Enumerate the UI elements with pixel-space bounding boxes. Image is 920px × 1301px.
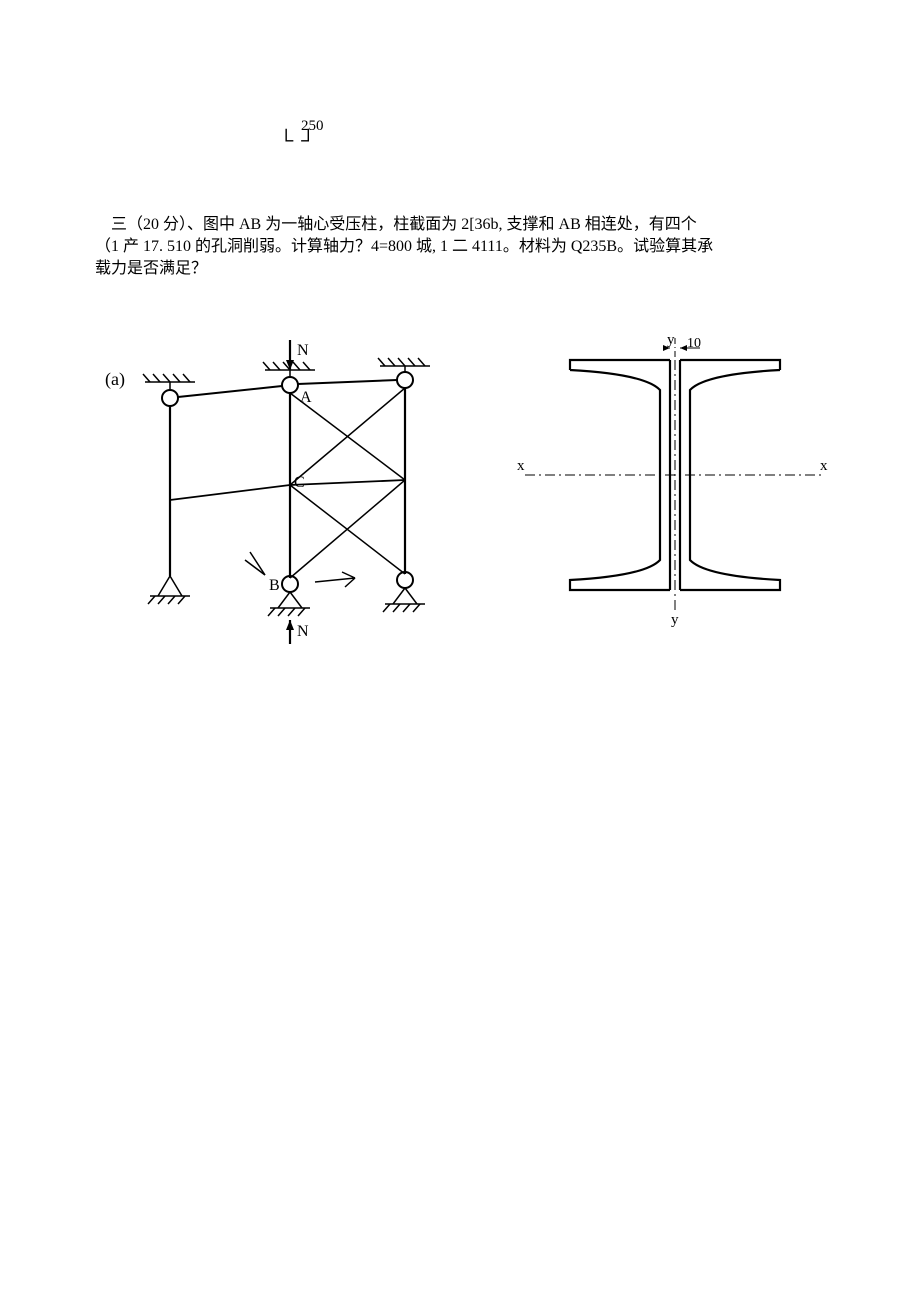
diagram-row: (a) N bbox=[95, 330, 835, 650]
problem-line-1: 三（20 分）、图中 AB 为一轴心受压柱，柱截面为 2[36b, 支撑和 AB… bbox=[95, 214, 835, 236]
svg-text:N: N bbox=[297, 623, 309, 640]
svg-text:(a): (a) bbox=[105, 369, 125, 390]
top-dimension-bracket: └┘ bbox=[279, 135, 339, 147]
top-dimension-block: 250 └┘ bbox=[279, 118, 339, 147]
svg-text:y: y bbox=[671, 612, 679, 628]
problem-statement: 三（20 分）、图中 AB 为一轴心受压柱，柱截面为 2[36b, 支撑和 AB… bbox=[95, 214, 835, 280]
svg-text:A: A bbox=[300, 389, 312, 406]
right-cross-section-diagram: y 10 x x y bbox=[515, 330, 835, 630]
svg-text:10: 10 bbox=[687, 336, 701, 351]
problem-line-2: （1 产 17. 510 的孔洞削弱。计算轴力？4=800 城, 1 二 411… bbox=[95, 236, 835, 258]
left-structural-diagram: (a) N bbox=[95, 330, 455, 650]
problem-line-3: 载力是否满足？ bbox=[95, 258, 835, 280]
svg-text:N: N bbox=[297, 342, 309, 359]
svg-text:x: x bbox=[820, 458, 828, 474]
svg-text:x: x bbox=[517, 458, 525, 474]
svg-text:y: y bbox=[667, 332, 675, 348]
svg-text:B: B bbox=[269, 577, 280, 594]
